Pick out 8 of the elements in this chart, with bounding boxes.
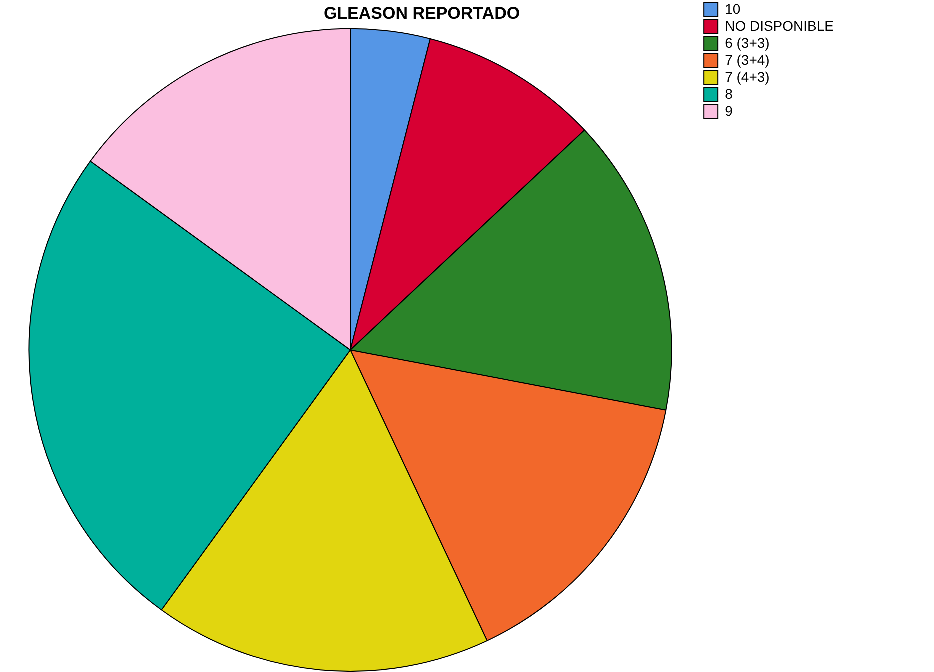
legend-label: 7 (3+4) <box>725 52 770 68</box>
legend-label: 10 <box>725 0 741 17</box>
legend-label: 9 <box>725 102 734 119</box>
legend-label: NO DISPONIBLE <box>725 18 834 34</box>
chart-title: GLEASON REPORTADO <box>324 4 520 23</box>
legend-label: 6 (3+3) <box>725 34 770 51</box>
legend-label: 7 (4+3) <box>725 68 770 85</box>
legend-label: 8 <box>725 86 734 102</box>
